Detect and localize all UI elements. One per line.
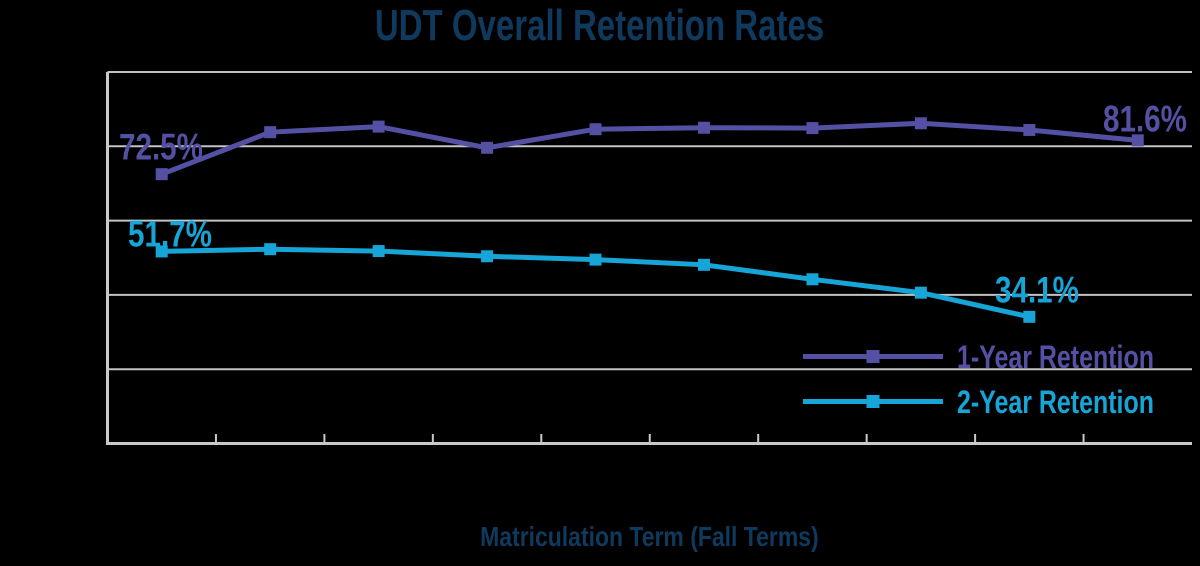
data-point-marker xyxy=(372,245,385,258)
point-data-label: 34.1% xyxy=(995,269,1080,311)
data-point-marker xyxy=(155,168,168,181)
point-data-label: 81.6% xyxy=(1102,98,1187,140)
data-point-marker xyxy=(1023,123,1036,136)
data-point-marker xyxy=(1131,134,1144,147)
series-line-1-year-retention xyxy=(160,120,1139,177)
legend-swatch-line-marker-icon xyxy=(803,350,943,363)
data-point-marker xyxy=(372,120,385,133)
chart-legend: 1-Year Retention 2-Year Retention xyxy=(803,334,1200,424)
data-point-marker xyxy=(264,126,277,139)
data-point-marker xyxy=(806,122,819,135)
data-point-marker xyxy=(481,141,494,154)
chart-title: UDT Overall Retention Rates xyxy=(0,2,1200,50)
data-point-marker xyxy=(589,253,602,266)
x-axis-title-text: Matriculation Term (Fall Terms) xyxy=(480,521,819,552)
chart-title-text: UDT Overall Retention Rates xyxy=(375,1,825,50)
data-point-marker xyxy=(697,258,710,271)
point-data-label: 51.7% xyxy=(127,213,212,255)
data-point-marker xyxy=(914,117,927,130)
data-point-marker xyxy=(806,273,819,286)
data-point-marker xyxy=(264,243,277,256)
data-point-marker xyxy=(914,286,927,299)
data-point-marker xyxy=(697,121,710,134)
point-data-label: 72.5% xyxy=(118,126,203,168)
data-point-marker xyxy=(589,123,602,136)
legend-item-1-year-retention: 1-Year Retention xyxy=(803,334,1200,379)
legend-label-1-year: 1-Year Retention xyxy=(957,338,1154,375)
x-axis-title: Matriculation Term (Fall Terms) xyxy=(107,521,1192,553)
legend-swatch-line-marker-icon xyxy=(803,395,943,408)
legend-item-2-year-retention: 2-Year Retention xyxy=(803,379,1200,424)
data-point-marker xyxy=(481,250,494,263)
data-point-marker xyxy=(1023,310,1036,323)
legend-label-2-year: 2-Year Retention xyxy=(957,383,1154,420)
data-point-marker xyxy=(155,245,168,258)
